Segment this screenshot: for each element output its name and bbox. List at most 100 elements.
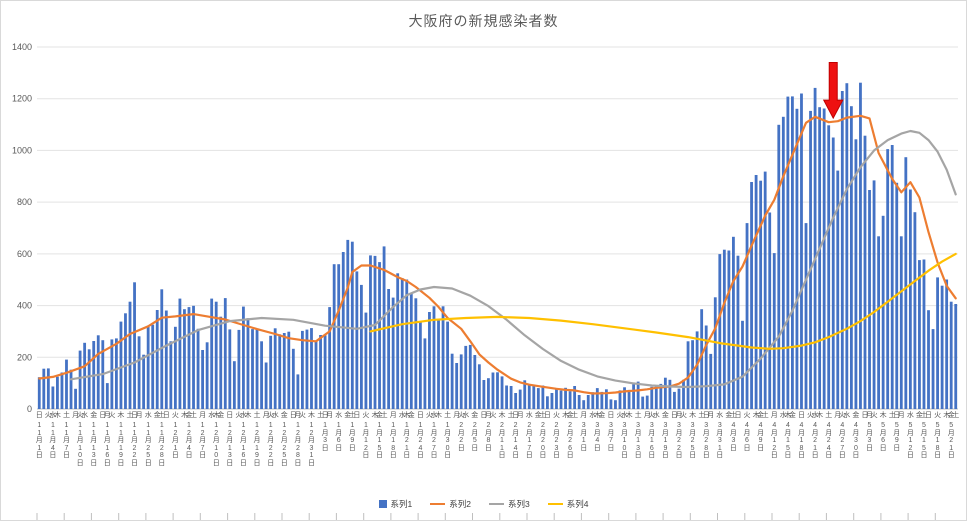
- bar: [936, 277, 939, 409]
- bar: [927, 310, 930, 409]
- bar: [219, 316, 223, 409]
- bar: [804, 223, 808, 409]
- bar: [800, 93, 803, 409]
- legend-line-swatch: [547, 502, 563, 506]
- bar: [242, 306, 245, 409]
- legend-line-swatch: [430, 502, 446, 506]
- bar: [568, 391, 572, 409]
- bar: [732, 236, 735, 409]
- bar: [527, 385, 531, 409]
- legend-item-系列2: 系列2: [430, 498, 471, 510]
- bar: [246, 318, 250, 409]
- bar-series-系列1: [37, 82, 958, 410]
- bar: [609, 399, 613, 409]
- bar: [142, 354, 146, 409]
- bar: [214, 301, 218, 409]
- bar: [500, 376, 504, 409]
- bar: [314, 341, 318, 409]
- bar: [954, 304, 958, 409]
- bar: [310, 328, 313, 409]
- bar: [405, 279, 409, 409]
- bar: [305, 329, 309, 409]
- bar: [546, 396, 549, 409]
- bar: [518, 389, 522, 409]
- bar: [677, 388, 681, 409]
- bar: [627, 389, 631, 409]
- bar: [232, 361, 236, 409]
- bar: [418, 321, 422, 409]
- bar: [863, 135, 867, 409]
- bar: [713, 297, 717, 409]
- bar: [341, 252, 345, 409]
- bar: [146, 326, 150, 409]
- bar: [809, 110, 812, 410]
- bar: [291, 348, 295, 409]
- bar: [173, 326, 177, 409]
- bar: [908, 189, 912, 409]
- bar: [777, 124, 781, 410]
- bar: [37, 377, 41, 409]
- bar: [468, 344, 472, 409]
- line-series-系列3: [69, 129, 957, 389]
- bar: [473, 355, 477, 409]
- bar: [709, 353, 713, 409]
- bar: [74, 388, 77, 409]
- bar: [509, 386, 513, 409]
- bar: [319, 335, 322, 409]
- bar: [768, 212, 772, 409]
- bar: [223, 298, 227, 409]
- line-series-系列4: [369, 252, 957, 350]
- bar: [477, 364, 481, 409]
- legend-label: 系列4: [566, 499, 589, 509]
- bar: [659, 383, 663, 409]
- bar: [264, 362, 268, 409]
- bar: [632, 384, 636, 409]
- bar: [686, 341, 690, 409]
- bar: [654, 385, 658, 409]
- bar: [46, 368, 50, 409]
- bar: [623, 387, 626, 409]
- bar: [536, 388, 540, 409]
- bar: [514, 393, 518, 409]
- bar: [772, 253, 776, 409]
- y-tick-label: 1400: [12, 42, 32, 52]
- bar: [482, 380, 486, 409]
- y-tick-label: 200: [17, 352, 32, 362]
- bar: [795, 108, 799, 410]
- y-tick-label: 1200: [12, 94, 32, 104]
- y-tick-label: 600: [17, 249, 32, 259]
- bar: [822, 108, 826, 409]
- bar: [464, 345, 468, 409]
- bar: [83, 342, 87, 409]
- bar: [663, 377, 667, 409]
- bar: [60, 372, 64, 409]
- bar: [786, 96, 790, 409]
- bar: [255, 328, 259, 409]
- bar: [727, 250, 731, 409]
- bar: [818, 107, 822, 409]
- legend-line-swatch: [489, 502, 504, 506]
- bar: [886, 149, 890, 409]
- bar: [899, 236, 903, 409]
- bar: [591, 392, 595, 409]
- bar: [641, 396, 645, 409]
- bar: [459, 354, 463, 409]
- bar: [87, 349, 91, 409]
- bar: [949, 301, 953, 409]
- bar: [337, 264, 341, 409]
- bar: [645, 395, 649, 409]
- bar: [881, 215, 885, 409]
- legend-item-系列4: 系列4: [547, 498, 589, 510]
- bar: [450, 353, 454, 409]
- down-arrow-annotation: [822, 62, 844, 120]
- bar: [754, 175, 758, 409]
- bar: [849, 106, 853, 409]
- bar: [600, 391, 604, 409]
- bar: [695, 331, 699, 409]
- bar: [741, 320, 744, 409]
- bar: [437, 319, 440, 409]
- bar: [745, 223, 749, 409]
- bar: [650, 386, 654, 409]
- bar: [201, 350, 204, 409]
